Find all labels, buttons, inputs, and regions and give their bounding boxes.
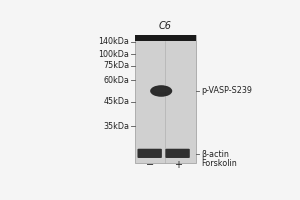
- Text: +: +: [174, 160, 182, 170]
- Text: p-VASP-S239: p-VASP-S239: [201, 86, 252, 95]
- Text: 140kDa: 140kDa: [98, 37, 129, 46]
- Text: 45kDa: 45kDa: [103, 97, 129, 106]
- Text: 35kDa: 35kDa: [103, 122, 129, 131]
- Text: 75kDa: 75kDa: [103, 61, 129, 70]
- FancyBboxPatch shape: [137, 149, 162, 158]
- Text: 100kDa: 100kDa: [98, 50, 129, 59]
- Text: 60kDa: 60kDa: [103, 76, 129, 85]
- FancyBboxPatch shape: [165, 149, 190, 158]
- Text: −: −: [146, 160, 154, 170]
- Ellipse shape: [154, 87, 169, 92]
- Bar: [135, 35, 196, 41]
- Text: Forskolin: Forskolin: [201, 159, 237, 168]
- Ellipse shape: [150, 85, 172, 97]
- Text: β-actin: β-actin: [201, 150, 229, 159]
- Bar: [135, 35, 196, 163]
- Text: C6: C6: [159, 21, 172, 31]
